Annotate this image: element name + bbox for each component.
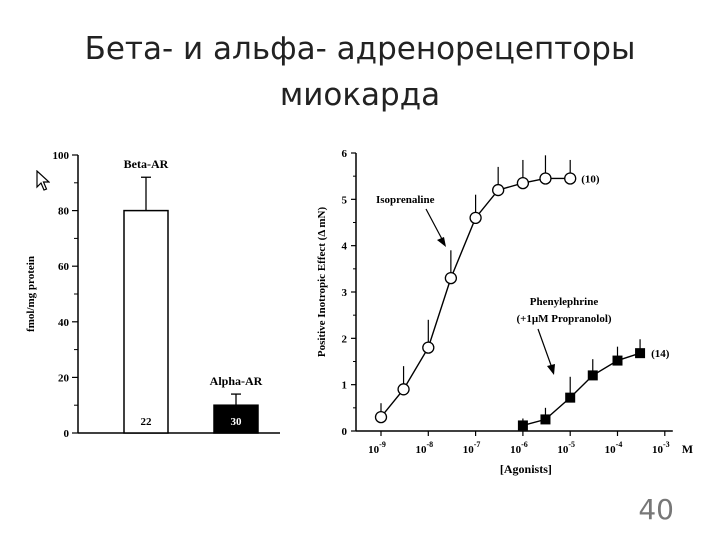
line-y-tick-label: 5 bbox=[342, 194, 348, 206]
phenylephrine-point bbox=[517, 420, 528, 431]
line-y-tick-label: 4 bbox=[342, 241, 348, 253]
line-y-axis-label: Positive Inotropic Effect (Δ mN) bbox=[316, 207, 328, 358]
bar-beta-ar bbox=[123, 209, 169, 434]
line-y-tick-label: 0 bbox=[342, 426, 348, 438]
slide-title-line-2: миокарда bbox=[279, 77, 441, 113]
line-x-tick-label: 10-8 bbox=[415, 440, 433, 456]
isoprenaline-label: Isoprenaline bbox=[376, 194, 435, 206]
phenylephrine-sublabel: (+1μM Propranolol) bbox=[516, 313, 611, 325]
line-chart: 0 1 2 3 4 5 6 Positive Inotropic Effect (Δ mN) 1… bbox=[316, 148, 693, 476]
bar-y-tick-label: 80 bbox=[58, 206, 70, 218]
phenylephrine-arrow-head bbox=[547, 364, 555, 375]
isoprenaline-arrow-line bbox=[425, 208, 444, 242]
isoprenaline-point bbox=[422, 341, 435, 354]
isoprenaline-point bbox=[539, 172, 552, 185]
line-x-unit: M bbox=[682, 442, 693, 456]
bar-category-label: Alpha-AR bbox=[210, 374, 263, 388]
phenylephrine-point bbox=[612, 355, 623, 366]
line-x-tick-label: 10-9 bbox=[368, 440, 386, 456]
isoprenaline-point bbox=[397, 383, 410, 396]
isoprenaline-point bbox=[374, 410, 388, 424]
slide-title: Бета- и альфа- адренорецепторы миокарда bbox=[0, 26, 720, 118]
series-n-label: (14) bbox=[651, 348, 670, 360]
line-x-tick-label: 10-7 bbox=[463, 440, 481, 456]
isoprenaline-point bbox=[516, 176, 530, 190]
bar-y-tick-label: 0 bbox=[64, 428, 70, 440]
phenylephrine-point bbox=[565, 392, 576, 403]
line-y-tick-label: 6 bbox=[342, 148, 348, 160]
page-number: 40 bbox=[638, 493, 674, 526]
phenylephrine-point bbox=[635, 348, 646, 359]
phenylephrine-arrow-line bbox=[537, 328, 553, 369]
phenylephrine-point bbox=[540, 414, 551, 425]
isoprenaline-point bbox=[469, 211, 482, 225]
bar-chart: 0 20 40 60 80 100 fmol/mg protein Beta-AR 22 Alph… bbox=[25, 150, 280, 440]
isoprenaline-arrow-head bbox=[437, 237, 446, 247]
isoprenaline-point bbox=[564, 172, 577, 185]
phenylephrine-label: Phenylephrine bbox=[530, 296, 599, 308]
bar-n-label: 30 bbox=[231, 416, 243, 428]
isoprenaline-point bbox=[444, 271, 458, 285]
line-x-tick-label: 10-6 bbox=[510, 440, 528, 456]
bar-n-label: 22 bbox=[141, 416, 153, 428]
bar-y-tick-label: 20 bbox=[58, 372, 70, 384]
line-x-tick-label: 10-4 bbox=[605, 440, 623, 456]
line-y-tick-label: 3 bbox=[342, 287, 348, 299]
line-x-tick-label: 10-5 bbox=[557, 440, 575, 456]
bar-y-tick-label: 40 bbox=[58, 317, 70, 329]
series-n-label: (10) bbox=[581, 173, 600, 185]
bar-y-tick-label: 100 bbox=[53, 150, 70, 162]
line-x-tick-label: 10-3 bbox=[652, 440, 670, 456]
line-y-tick-label: 2 bbox=[342, 333, 348, 345]
slide-title-line-1: Бета- и альфа- адренорецепторы bbox=[84, 31, 636, 67]
mouse-cursor-icon bbox=[36, 170, 50, 191]
bar-alpha-ar bbox=[213, 404, 259, 434]
isoprenaline-point bbox=[492, 183, 505, 197]
line-x-axis-label: [Agonists] bbox=[500, 462, 552, 476]
bar-category-label: Beta-AR bbox=[124, 157, 169, 171]
phenylephrine-point bbox=[587, 370, 598, 381]
bar-y-tick-label: 60 bbox=[58, 261, 70, 273]
line-y-tick-label: 1 bbox=[342, 380, 348, 392]
bar-y-axis-label: fmol/mg protein bbox=[25, 256, 37, 332]
